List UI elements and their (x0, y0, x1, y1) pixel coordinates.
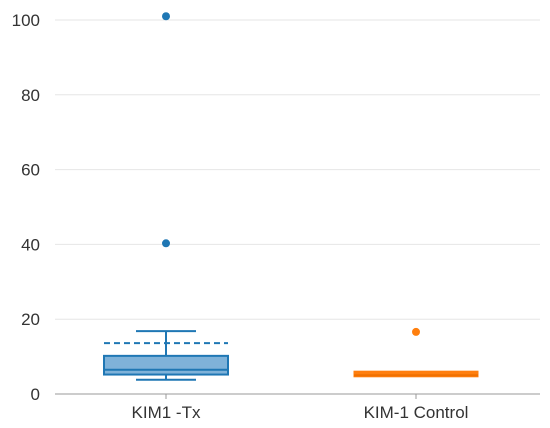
y-tick-label-20: 20 (21, 310, 40, 329)
y-tick-label-80: 80 (21, 86, 40, 105)
box-iqr (103, 354, 229, 376)
x-category-label-1: KIM-1 Control (364, 403, 469, 422)
box-series (103, 12, 479, 381)
outlier-point-1 (162, 12, 170, 21)
outlier-point-0 (412, 327, 420, 336)
x-category-label-0: KIM1 -Tx (132, 403, 201, 422)
y-axis: 0 20 40 60 80 100 (12, 11, 40, 404)
y-tick-label-60: 60 (21, 161, 40, 180)
y-tick-label-40: 40 (21, 235, 40, 254)
x-axis: KIM1 -Tx KIM-1 Control (132, 394, 469, 422)
outlier-point-0 (162, 239, 170, 248)
box-group-1 (353, 327, 479, 378)
grid-lines (55, 19, 540, 320)
box-group-0 (103, 12, 229, 381)
y-tick-label-100: 100 (12, 11, 40, 30)
y-tick-label-0: 0 (31, 385, 40, 404)
